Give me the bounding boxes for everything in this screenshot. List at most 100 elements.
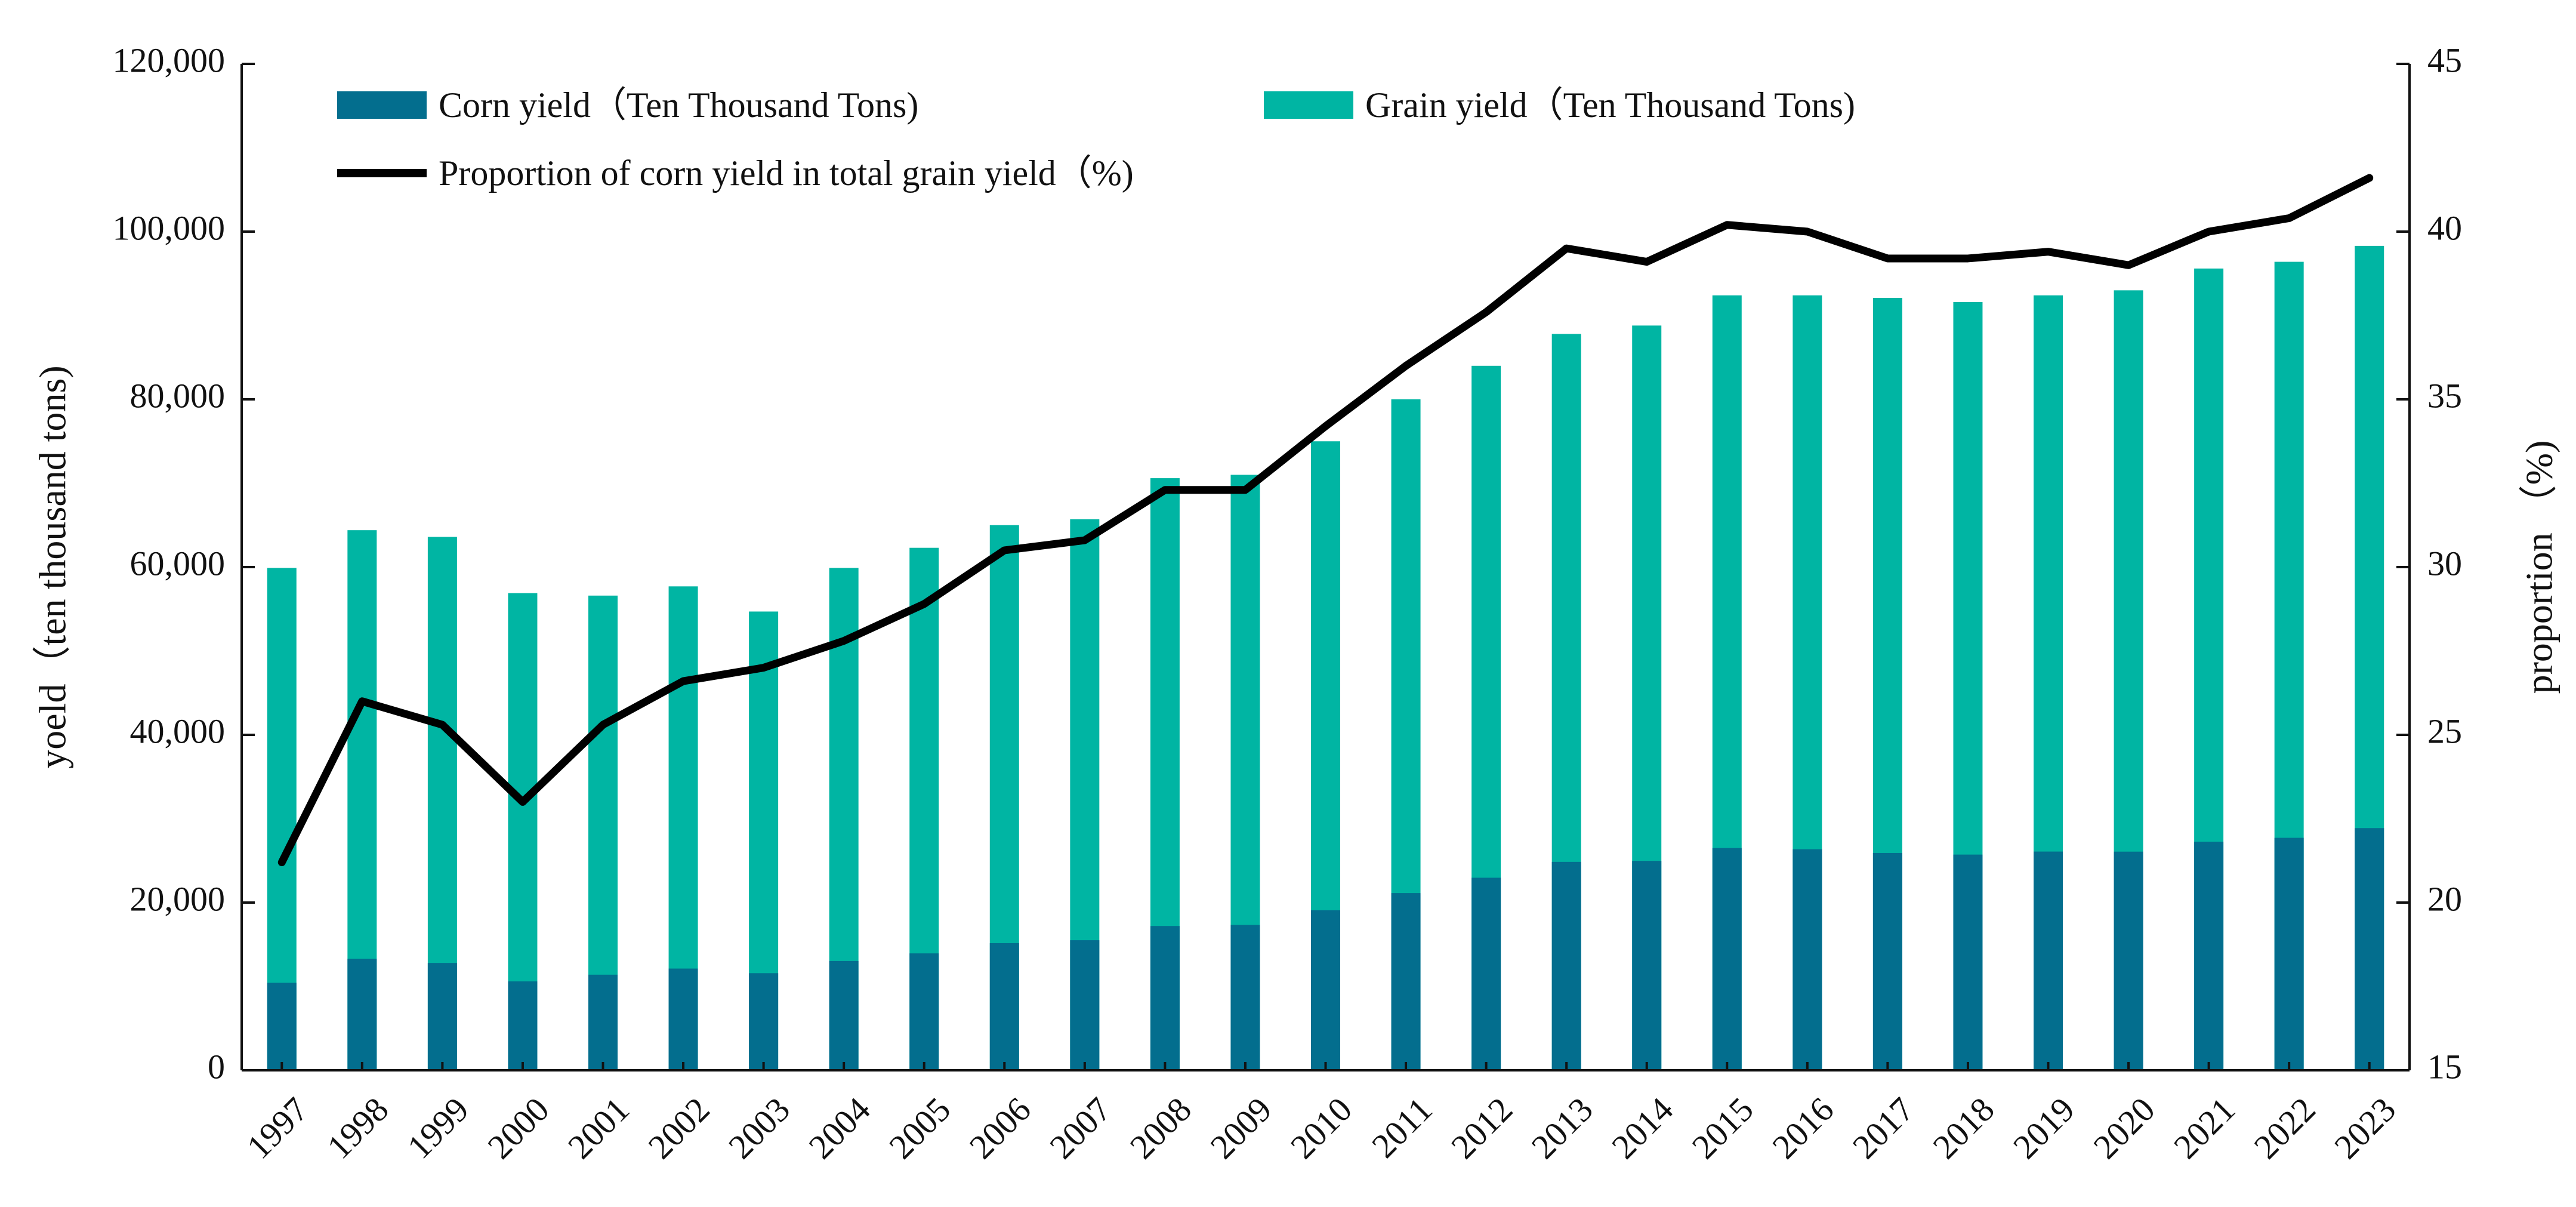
bar-corn-2013	[1551, 861, 1581, 1070]
legend-label-proportion: Proportion of corn yield in total grain …	[439, 153, 1134, 193]
proportion-point-1999	[440, 723, 445, 727]
line-layer	[277, 174, 2374, 867]
bar-corn-2017	[1872, 852, 1902, 1070]
proportion-point-2011	[1404, 364, 1408, 368]
x-tick-label-2023: 2023	[2327, 1090, 2403, 1166]
bar-corn-2009	[1230, 925, 1260, 1070]
bar-corn-2001	[588, 974, 618, 1070]
x-tick-label-2012: 2012	[1443, 1090, 1520, 1166]
bar-corn-2020	[2114, 851, 2143, 1070]
proportion-point-2019	[2046, 250, 2050, 254]
bar-corn-2003	[749, 973, 779, 1070]
x-tick-label-2015: 2015	[1685, 1090, 1761, 1166]
proportion-point-1997	[280, 860, 284, 864]
legend: Corn yield（Ten Thousand Tons) Grain yiel…	[337, 85, 1855, 193]
bar-corn-2023	[2355, 828, 2384, 1070]
x-tick-label-2004: 2004	[801, 1090, 878, 1166]
proportion-point-1998	[360, 699, 364, 703]
proportion-point-2009	[1243, 488, 1247, 492]
x-tick-label-2013: 2013	[1524, 1090, 1600, 1166]
bar-corn-2019	[2034, 851, 2063, 1070]
proportion-point-2005	[922, 602, 926, 606]
proportion-point-2000	[520, 800, 525, 804]
bar-corn-2016	[1793, 849, 1822, 1070]
bar-corn-2010	[1311, 910, 1340, 1070]
right-y-tick-label: 45	[2427, 41, 2462, 79]
x-tick-label-2017: 2017	[1845, 1090, 1921, 1166]
proportion-point-2016	[1805, 230, 1809, 233]
proportion-point-2002	[681, 679, 686, 683]
left-y-tick-label: 60,000	[130, 544, 226, 583]
x-tick-label-2008: 2008	[1122, 1090, 1199, 1166]
bar-corn-2012	[1471, 877, 1501, 1070]
bar-corn-1999	[427, 963, 457, 1070]
legend-swatch-grain	[1264, 91, 1353, 119]
bar-corn-2022	[2274, 837, 2304, 1070]
right-y-tick-label: 40	[2427, 208, 2462, 247]
proportion-point-2003	[761, 666, 766, 670]
proportion-point-2004	[842, 639, 846, 643]
bar-corn-2000	[508, 981, 538, 1070]
proportion-point-2014	[1645, 260, 1649, 264]
right-y-tick-label: 15	[2427, 1047, 2462, 1086]
proportion-point-2020	[2127, 263, 2131, 267]
bar-corn-2006	[989, 943, 1019, 1070]
legend-swatch-corn	[337, 91, 427, 119]
x-tick-label-2014: 2014	[1604, 1090, 1680, 1166]
left-y-tick-label: 100,000	[113, 208, 226, 247]
left-y-tick-label: 120,000	[113, 41, 226, 79]
x-tick-label-2007: 2007	[1042, 1090, 1118, 1166]
legend-label-corn: Corn yield（Ten Thousand Tons)	[439, 85, 918, 125]
bar-corn-2004	[829, 960, 859, 1070]
bar-corn-2015	[1712, 848, 1742, 1070]
proportion-point-2015	[1725, 223, 1729, 227]
left-y-tick-label: 40,000	[130, 712, 226, 750]
x-tick-label-2003: 2003	[721, 1090, 797, 1166]
x-tick-label-2019: 2019	[2006, 1090, 2082, 1166]
left-y-tick-label: 0	[208, 1047, 225, 1086]
bar-corn-2005	[909, 953, 939, 1070]
bar-corn-1998	[347, 959, 377, 1070]
bar-corn-2014	[1632, 861, 1662, 1070]
x-tick-label-2011: 2011	[1364, 1090, 1439, 1165]
proportion-point-2010	[1324, 424, 1328, 428]
proportion-point-2006	[1002, 548, 1007, 552]
right-y-tick-label: 25	[2427, 712, 2462, 750]
proportion-point-2012	[1484, 310, 1488, 314]
x-tick-label-2001: 2001	[560, 1090, 637, 1166]
x-tick-label-2009: 2009	[1203, 1090, 1279, 1166]
ticks-layer: 0 20,000 40,000 60,000 80,000 100,000 120,000 1…	[113, 41, 2463, 1086]
x-tick-label-2018: 2018	[1926, 1090, 2002, 1166]
proportion-point-2013	[1565, 247, 1569, 251]
x-tick-label-1999: 1999	[400, 1090, 476, 1166]
proportion-point-2007	[1082, 538, 1087, 543]
x-tick-label-2002: 2002	[641, 1090, 717, 1166]
bar-corn-2008	[1150, 926, 1180, 1070]
x-tick-label-2020: 2020	[2086, 1090, 2162, 1166]
right-y-axis-title: proportion （%)	[2518, 441, 2560, 694]
proportion-point-2023	[2367, 176, 2371, 180]
x-tick-label-1998: 1998	[319, 1090, 396, 1166]
x-tick-label-1997: 1997	[239, 1090, 316, 1166]
x-tick-label-2016: 2016	[1764, 1090, 1841, 1166]
bar-corn-2002	[668, 968, 698, 1070]
right-y-tick-label: 20	[2427, 879, 2462, 918]
bar-corn-1997	[267, 983, 297, 1070]
proportion-point-2018	[1966, 256, 1970, 260]
bars-layer	[267, 245, 2384, 1071]
x-tick-label-2005: 2005	[881, 1090, 958, 1166]
bar-corn-2011	[1391, 893, 1421, 1070]
bar-corn-2018	[1953, 854, 1983, 1070]
x-tick-label-2000: 2000	[480, 1090, 557, 1166]
x-tick-label-2010: 2010	[1283, 1090, 1359, 1166]
legend-label-grain: Grain yield（Ten Thousand Tons)	[1365, 85, 1855, 125]
x-tick-label-2006: 2006	[962, 1090, 1038, 1166]
x-tick-label-2021: 2021	[2166, 1090, 2242, 1166]
proportion-point-2022	[2287, 216, 2291, 220]
x-tick-labels: 1997 1998 1999 2000 2001 2002 2003 2004 2005 2006…	[239, 1090, 2403, 1166]
x-tick-label-2022: 2022	[2247, 1090, 2323, 1166]
left-y-tick-label: 20,000	[130, 879, 226, 918]
left-y-tick-label: 80,000	[130, 376, 226, 415]
